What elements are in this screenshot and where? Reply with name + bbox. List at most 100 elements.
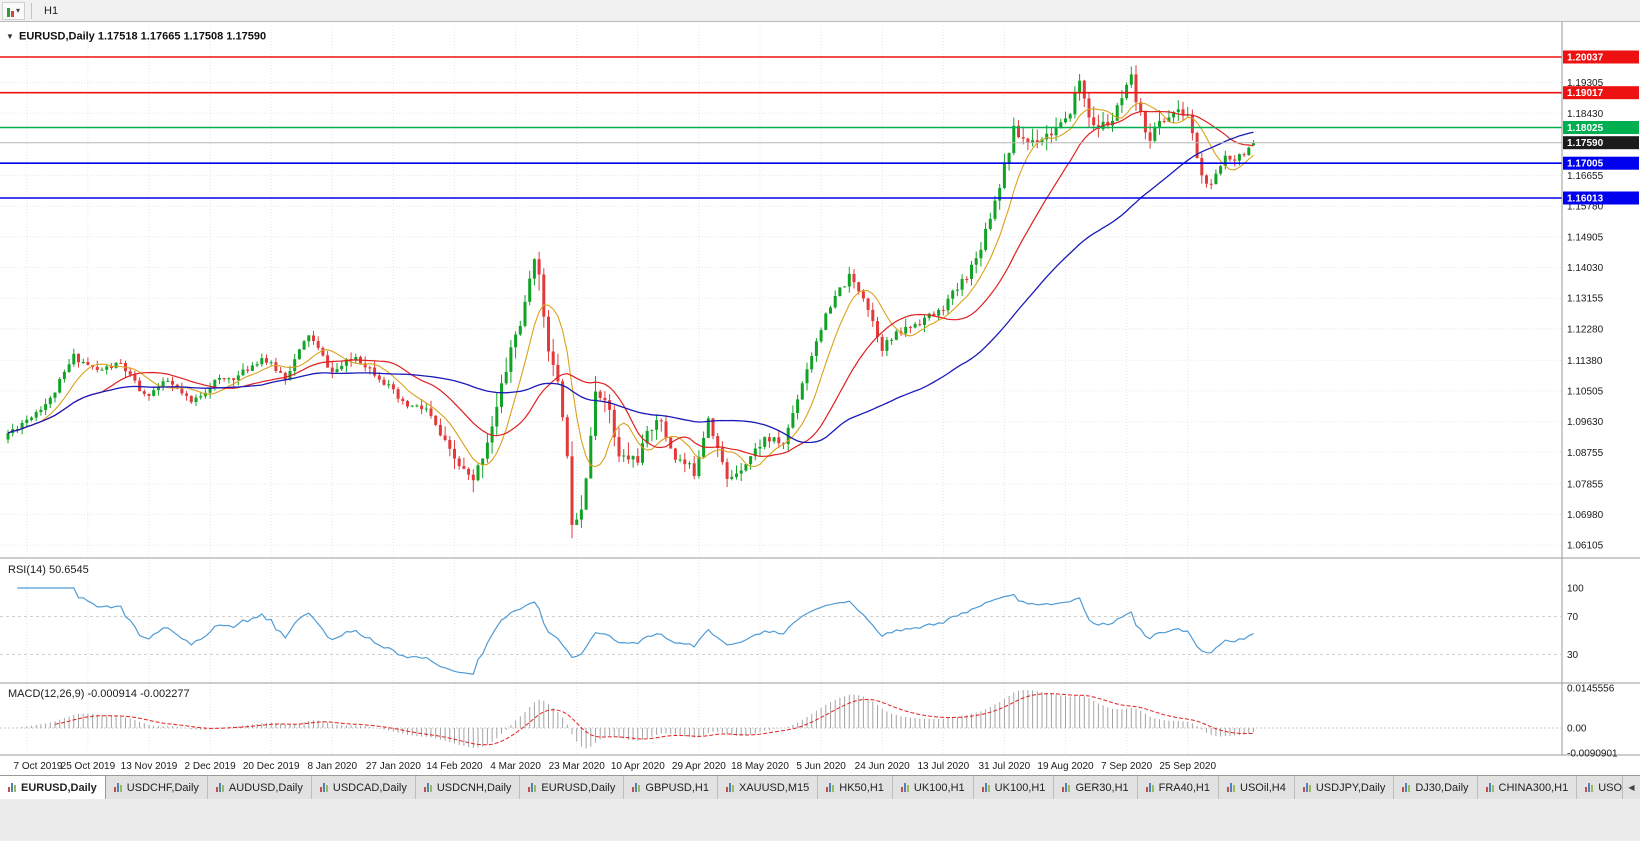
chart-tab-gbpusd-h1[interactable]: GBPUSD,H1	[624, 776, 718, 799]
svg-text:25 Oct 2019: 25 Oct 2019	[61, 761, 116, 772]
svg-text:8 Jan 2020: 8 Jan 2020	[308, 761, 358, 772]
chart-tab-label: AUDUSD,Daily	[228, 781, 303, 794]
svg-text:70: 70	[1567, 612, 1579, 623]
chart-tab-label: GER30,H1	[1075, 781, 1129, 794]
tab-scroll-left-button[interactable]: ◀	[1622, 776, 1640, 799]
svg-text:1.16013: 1.16013	[1567, 194, 1604, 205]
ma-fast-line	[7, 102, 1254, 468]
svg-text:4 Mar 2020: 4 Mar 2020	[490, 761, 541, 772]
chart-tab-usdjpy-daily[interactable]: USDJPY,Daily	[1294, 776, 1395, 799]
chart-tab-icon	[319, 783, 328, 792]
chart-tab-label: DJ30,Daily	[1415, 781, 1469, 794]
chart-tab-label: USDCHF,Daily	[126, 781, 199, 794]
chart-tab-icon	[826, 783, 835, 792]
chart-header: ▼ EURUSD,Daily 1.17518 1.17665 1.17508 1.…	[6, 31, 266, 43]
chart-tab-uk100-h1[interactable]: UK100,H1	[892, 776, 974, 799]
chart-tab-icon	[1585, 783, 1594, 792]
svg-text:19 Aug 2020: 19 Aug 2020	[1037, 761, 1094, 772]
svg-text:1.06980: 1.06980	[1567, 510, 1604, 521]
timeframe-button-h1[interactable]: H1	[44, 4, 59, 17]
svg-text:1.07855: 1.07855	[1567, 479, 1604, 490]
svg-text:1.12280: 1.12280	[1567, 324, 1604, 335]
svg-text:31 Jul 2020: 31 Jul 2020	[979, 761, 1031, 772]
chart-tab-label: CHINA300,H1	[1498, 781, 1569, 794]
chart-tab-icon	[1402, 783, 1411, 792]
svg-text:5 Jun 2020: 5 Jun 2020	[796, 761, 846, 772]
grid-lines	[0, 26, 1562, 755]
chart-tab-label: USOil,H1	[1598, 781, 1622, 794]
chart-tab-ger30-h1[interactable]: GER30,H1	[1054, 776, 1138, 799]
status-strip	[0, 799, 1640, 841]
chart-tab-usdcnh-daily[interactable]: USDCNH,Daily	[415, 776, 521, 799]
svg-text:24 Jun 2020: 24 Jun 2020	[855, 761, 910, 772]
chart-tabs: EURUSD,Daily USDCHF,Daily AUDUSD,Daily USDC…	[0, 776, 1622, 799]
chart-tab-audusd-daily[interactable]: AUDUSD,Daily	[207, 776, 312, 799]
chart-tab-bar: EURUSD,Daily USDCHF,Daily AUDUSD,Daily USDC…	[0, 775, 1640, 799]
chart-tab-label: EURUSD,Daily	[21, 781, 97, 794]
svg-text:100: 100	[1567, 584, 1584, 595]
chart-tab-icon	[113, 783, 122, 792]
svg-text:1.09630: 1.09630	[1567, 417, 1604, 428]
chart-type-button[interactable]: ▾	[2, 1, 26, 20]
chart-tab-xauusd-m15[interactable]: XAUUSD,M15	[717, 776, 819, 799]
svg-text:13 Nov 2019: 13 Nov 2019	[121, 761, 178, 772]
chart-tab-label: USDJPY,Daily	[1315, 781, 1386, 794]
svg-text:20 Dec 2019: 20 Dec 2019	[243, 761, 300, 772]
chart-tab-icon	[423, 783, 432, 792]
ma-slow-line	[7, 131, 1254, 444]
chart-tab-label: GBPUSD,H1	[645, 781, 709, 794]
svg-text:-0.0090901: -0.0090901	[1567, 748, 1618, 759]
chart-tab-eurusd-daily[interactable]: EURUSD,Daily	[520, 776, 625, 799]
chart-menu-icon[interactable]: ▼	[6, 32, 14, 41]
chart-tab-usdcad-daily[interactable]: USDCAD,Daily	[311, 776, 416, 799]
svg-text:1.18430: 1.18430	[1567, 109, 1604, 120]
svg-text:13 Jul 2020: 13 Jul 2020	[917, 761, 969, 772]
chart-window: 1.19305 1.18430 1.16655 1.15780 1.14905 1.140…	[0, 22, 1640, 775]
toolbar-separator	[31, 2, 33, 19]
svg-text:29 Apr 2020: 29 Apr 2020	[672, 761, 726, 772]
svg-text:30: 30	[1567, 650, 1579, 661]
svg-text:1.13155: 1.13155	[1567, 294, 1604, 305]
price-axis-markers: 1.20037 1.19017 1.18025 1.17005 1.16013 1.175…	[1563, 50, 1639, 205]
chart-tab-usdchf-daily[interactable]: USDCHF,Daily	[105, 776, 208, 799]
chart-tab-label: USOil,H4	[1240, 781, 1286, 794]
price-axis[interactable]: 1.19305 1.18430 1.16655 1.15780 1.14905 1.140…	[1567, 78, 1604, 552]
candlesticks	[6, 65, 1255, 539]
pane-separators	[0, 22, 1640, 756]
chart-tab-label: EURUSD,Daily	[541, 781, 616, 794]
macd-label: MACD(12,26,9) -0.000914 -0.002277	[8, 688, 190, 700]
svg-text:1.18025: 1.18025	[1567, 123, 1604, 134]
svg-text:23 Mar 2020: 23 Mar 2020	[549, 761, 606, 772]
svg-text:0.00: 0.00	[1567, 724, 1587, 735]
svg-text:1.08755: 1.08755	[1567, 448, 1604, 459]
chart-tab-usoil-h4[interactable]: USOil,H4	[1219, 776, 1295, 799]
svg-text:1.16655: 1.16655	[1567, 171, 1604, 182]
svg-text:0.0145556: 0.0145556	[1567, 684, 1615, 695]
svg-text:1.14030: 1.14030	[1567, 263, 1604, 274]
chevron-down-icon: ▾	[16, 5, 21, 15]
chart-tab-icon	[1302, 783, 1311, 792]
svg-text:18 May 2020: 18 May 2020	[731, 761, 789, 772]
chart-tab-eurusd-daily[interactable]: EURUSD,Daily	[0, 776, 106, 799]
chart-tab-uk100-h1[interactable]: UK100,H1	[973, 776, 1055, 799]
chart-tab-label: UK100,H1	[913, 781, 965, 794]
svg-text:14 Feb 2020: 14 Feb 2020	[426, 761, 483, 772]
svg-text:1.06105: 1.06105	[1567, 541, 1604, 552]
chart-tab-fra40-h1[interactable]: FRA40,H1	[1137, 776, 1219, 799]
svg-text:1.19305: 1.19305	[1567, 78, 1604, 89]
svg-text:7 Oct 2019: 7 Oct 2019	[14, 761, 63, 772]
chart-tab-icon	[1062, 783, 1071, 792]
chart-tab-icon	[725, 783, 734, 792]
chart-tab-label: USDCNH,Daily	[436, 781, 512, 794]
svg-text:27 Jan 2020: 27 Jan 2020	[366, 761, 421, 772]
chart-tab-icon	[981, 783, 990, 792]
svg-text:25 Sep 2020: 25 Sep 2020	[1159, 761, 1216, 772]
chart-ohlc-header: EURUSD,Daily 1.17518 1.17665 1.17508 1.1…	[19, 31, 266, 43]
chart-tab-usoil-h1[interactable]: USOil,H1	[1577, 776, 1622, 799]
svg-text:2 Dec 2019: 2 Dec 2019	[185, 761, 237, 772]
chart-tab-dj30-daily[interactable]: DJ30,Daily	[1394, 776, 1478, 799]
chart-tab-icon	[632, 783, 641, 792]
chart-tab-china300-h1[interactable]: CHINA300,H1	[1477, 776, 1578, 799]
chart-tab-hk50-h1[interactable]: HK50,H1	[818, 776, 893, 799]
